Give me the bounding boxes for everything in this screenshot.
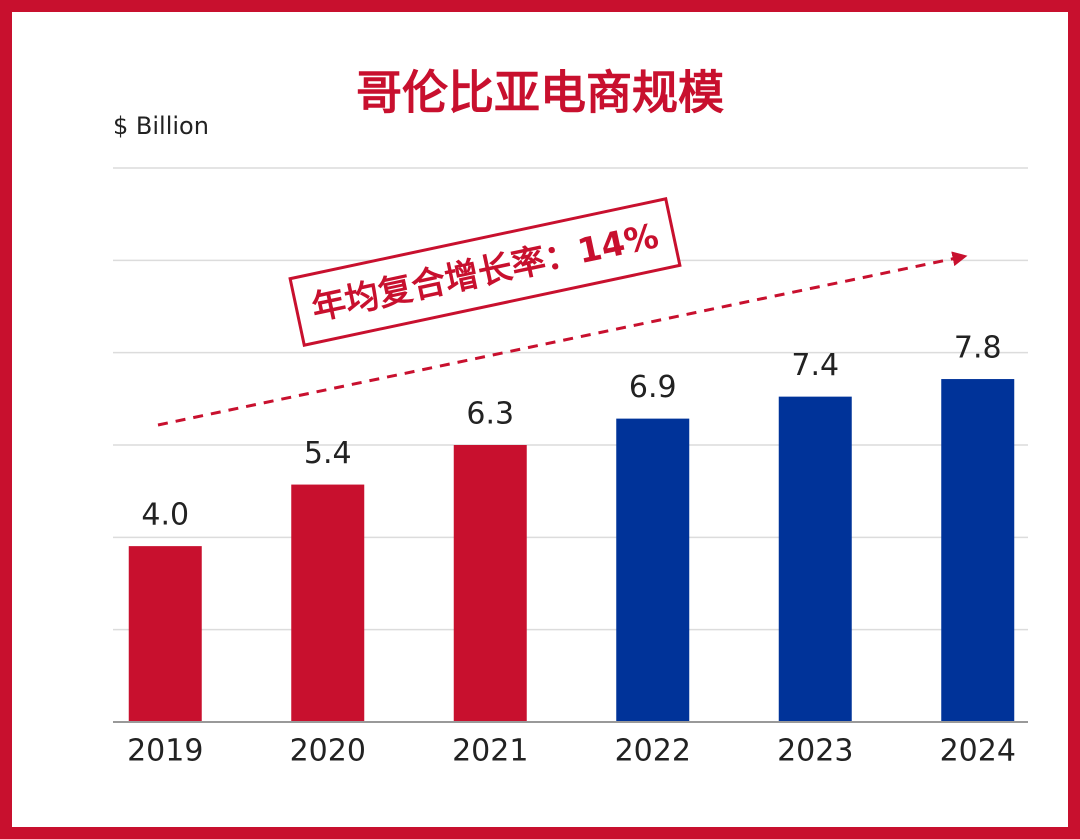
bar: [291, 484, 365, 722]
bar: [453, 445, 527, 722]
value-label: 6.9: [629, 370, 677, 405]
annotation-box: [288, 197, 682, 347]
bar: [778, 396, 852, 722]
x-tick-label: 2023: [777, 734, 853, 769]
value-label: 5.4: [304, 436, 352, 471]
trend-arrow: [157, 251, 968, 427]
bar: [616, 418, 690, 722]
plot: 4.0 2019 5.4 2020 6.3 2021 6.9 2022 7.4 2023 7.8 20…: [113, 167, 1028, 769]
chart-title: 哥伦比亚电商规模: [356, 66, 724, 120]
x-tick-label: 2019: [127, 734, 203, 769]
x-tick-label: 2020: [290, 734, 366, 769]
value-label: 4.0: [141, 498, 189, 533]
bar: [128, 546, 202, 722]
value-label: 6.3: [466, 397, 514, 432]
unit-label: $ Billion: [113, 112, 209, 140]
value-label: 7.4: [791, 348, 839, 383]
bar: [941, 379, 1015, 722]
value-label: 7.8: [954, 331, 1002, 366]
x-tick-label: 2024: [940, 734, 1016, 769]
x-tick-label: 2022: [615, 734, 691, 769]
x-tick-label: 2021: [452, 734, 528, 769]
